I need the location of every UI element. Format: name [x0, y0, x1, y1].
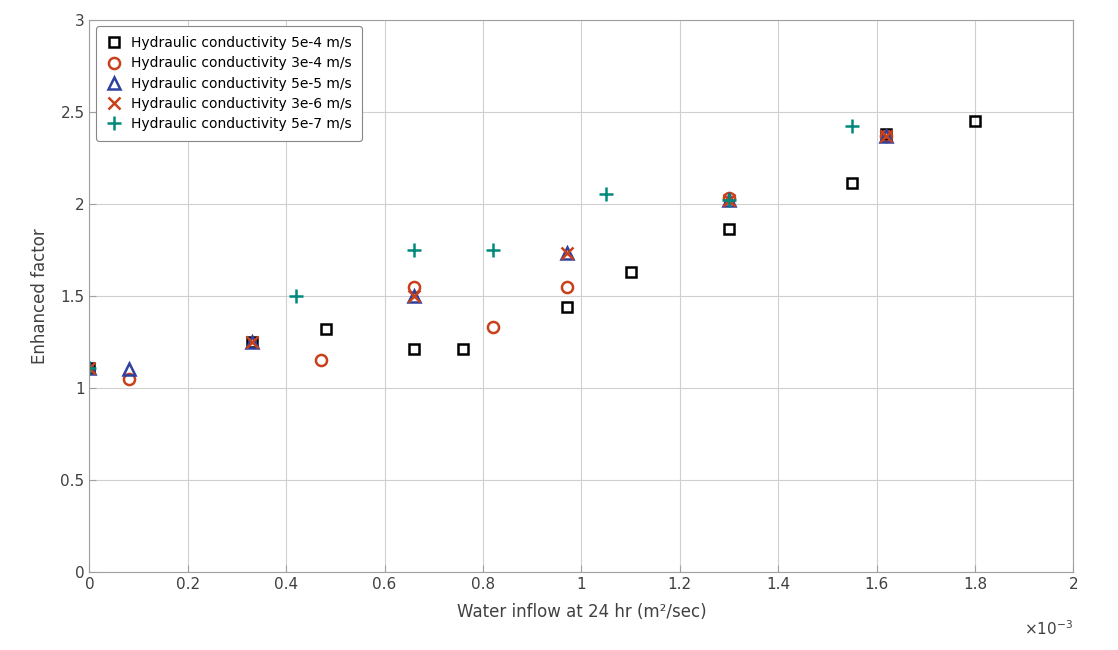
- Hydraulic conductivity 3e-4 m/s: [722, 194, 736, 202]
- Line: Hydraulic conductivity 3e-4 m/s: Hydraulic conductivity 3e-4 m/s: [123, 130, 892, 384]
- Hydraulic conductivity 3e-6 m/s: [560, 250, 574, 257]
- Hydraulic conductivity 5e-7 m/s: [407, 246, 420, 254]
- Hydraulic conductivity 5e-4 m/s: [407, 345, 420, 353]
- Legend: Hydraulic conductivity 5e-4 m/s, Hydraulic conductivity 3e-4 m/s, Hydraulic cond: Hydraulic conductivity 5e-4 m/s, Hydraul…: [96, 27, 361, 141]
- Hydraulic conductivity 3e-6 m/s: [407, 292, 420, 300]
- Line: Hydraulic conductivity 3e-6 m/s: Hydraulic conductivity 3e-6 m/s: [83, 129, 892, 374]
- Y-axis label: Enhanced factor: Enhanced factor: [31, 228, 49, 363]
- Hydraulic conductivity 3e-4 m/s: [560, 283, 574, 291]
- Hydraulic conductivity 5e-4 m/s: [245, 338, 258, 346]
- Hydraulic conductivity 5e-4 m/s: [560, 303, 574, 311]
- X-axis label: Water inflow at 24 hr (m²/sec): Water inflow at 24 hr (m²/sec): [456, 603, 707, 621]
- Hydraulic conductivity 5e-4 m/s: [624, 268, 637, 276]
- Hydraulic conductivity 5e-4 m/s: [319, 325, 332, 333]
- Hydraulic conductivity 5e-7 m/s: [599, 190, 613, 198]
- Hydraulic conductivity 5e-7 m/s: [290, 292, 303, 300]
- Line: Hydraulic conductivity 5e-5 m/s: Hydraulic conductivity 5e-5 m/s: [84, 130, 892, 375]
- Hydraulic conductivity 5e-5 m/s: [407, 292, 420, 300]
- Hydraulic conductivity 3e-4 m/s: [486, 323, 500, 331]
- Hydraulic conductivity 5e-4 m/s: [722, 226, 736, 233]
- Hydraulic conductivity 3e-6 m/s: [722, 196, 736, 204]
- Hydraulic conductivity 5e-4 m/s: [880, 130, 893, 138]
- Hydraulic conductivity 5e-5 m/s: [560, 250, 574, 257]
- Hydraulic conductivity 3e-6 m/s: [880, 131, 893, 140]
- Hydraulic conductivity 5e-7 m/s: [486, 246, 500, 254]
- Hydraulic conductivity 5e-4 m/s: [456, 345, 470, 353]
- Hydraulic conductivity 3e-6 m/s: [83, 364, 96, 372]
- Hydraulic conductivity 5e-7 m/s: [845, 122, 859, 130]
- Hydraulic conductivity 5e-5 m/s: [122, 365, 135, 373]
- Hydraulic conductivity 5e-7 m/s: [83, 364, 96, 372]
- Hydraulic conductivity 5e-7 m/s: [722, 196, 736, 204]
- Text: $\times10^{-3}$: $\times10^{-3}$: [1024, 619, 1073, 638]
- Hydraulic conductivity 3e-4 m/s: [314, 356, 328, 364]
- Hydraulic conductivity 5e-4 m/s: [845, 179, 859, 187]
- Hydraulic conductivity 3e-6 m/s: [245, 338, 258, 346]
- Hydraulic conductivity 3e-4 m/s: [122, 374, 135, 382]
- Hydraulic conductivity 5e-5 m/s: [722, 196, 736, 204]
- Hydraulic conductivity 5e-4 m/s: [83, 364, 96, 372]
- Hydraulic conductivity 5e-4 m/s: [968, 117, 982, 125]
- Hydraulic conductivity 5e-5 m/s: [245, 338, 258, 346]
- Hydraulic conductivity 5e-5 m/s: [83, 364, 96, 372]
- Line: Hydraulic conductivity 5e-7 m/s: Hydraulic conductivity 5e-7 m/s: [83, 120, 859, 374]
- Hydraulic conductivity 3e-4 m/s: [880, 131, 893, 140]
- Hydraulic conductivity 5e-5 m/s: [880, 131, 893, 140]
- Line: Hydraulic conductivity 5e-4 m/s: Hydraulic conductivity 5e-4 m/s: [85, 116, 979, 372]
- Hydraulic conductivity 3e-4 m/s: [407, 283, 420, 291]
